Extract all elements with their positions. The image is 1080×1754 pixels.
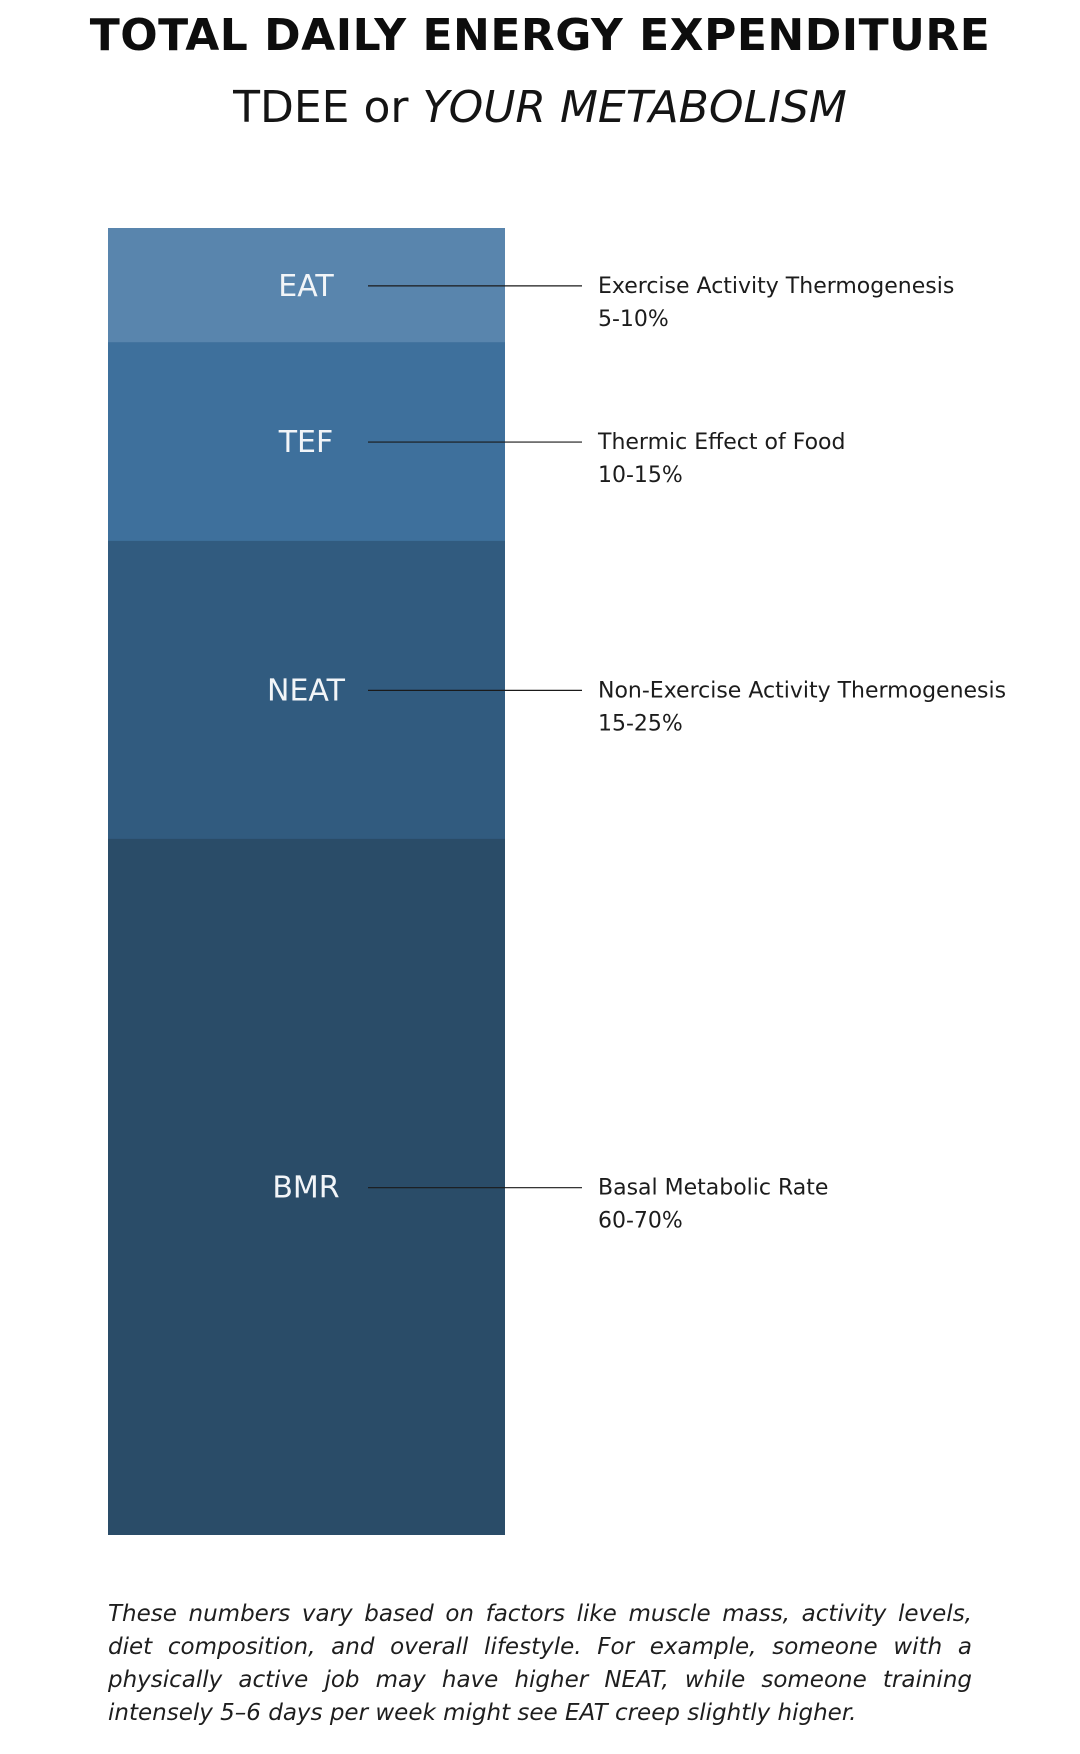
bar-segment-bmr [108,838,505,1535]
segment-name-bmr: Basal Metabolic Rate [598,1176,828,1201]
segment-name-eat: Exercise Activity Thermogenesis [598,274,954,299]
bar-segment-eat [108,228,505,343]
segment-range-neat: 15-25% [598,711,683,736]
segment-range-bmr: 60-70% [598,1209,683,1234]
subtitle-italic: YOUR METABOLISM [422,82,847,133]
chart-subtitle: TDEE or YOUR METABOLISM [0,82,1080,133]
segment-label-neat: NEAT [267,673,346,708]
segment-name-neat: Non-Exercise Activity Thermogenesis [598,678,1006,703]
segment-label-tef: TEF [278,425,334,460]
segment-label-bmr: BMR [272,1171,339,1206]
segment-name-tef: Thermic Effect of Food [597,430,845,455]
bar-segment-tef [108,341,505,541]
stacked-bar-chart: BMR Basal Metabolic Rate 60-70% NEAT Non-Exe… [108,228,1006,1535]
segment-range-eat: 5-10% [598,307,669,332]
footnote: These numbers vary based on factors like… [108,1601,972,1726]
chart-title: TOTAL DAILY ENERGY EXPENDITURE [89,10,991,61]
subtitle-plain: TDEE or [233,82,409,133]
segment-label-eat: EAT [278,269,334,304]
segment-range-tef: 10-15% [598,463,683,488]
bar-segment-neat [108,540,505,839]
